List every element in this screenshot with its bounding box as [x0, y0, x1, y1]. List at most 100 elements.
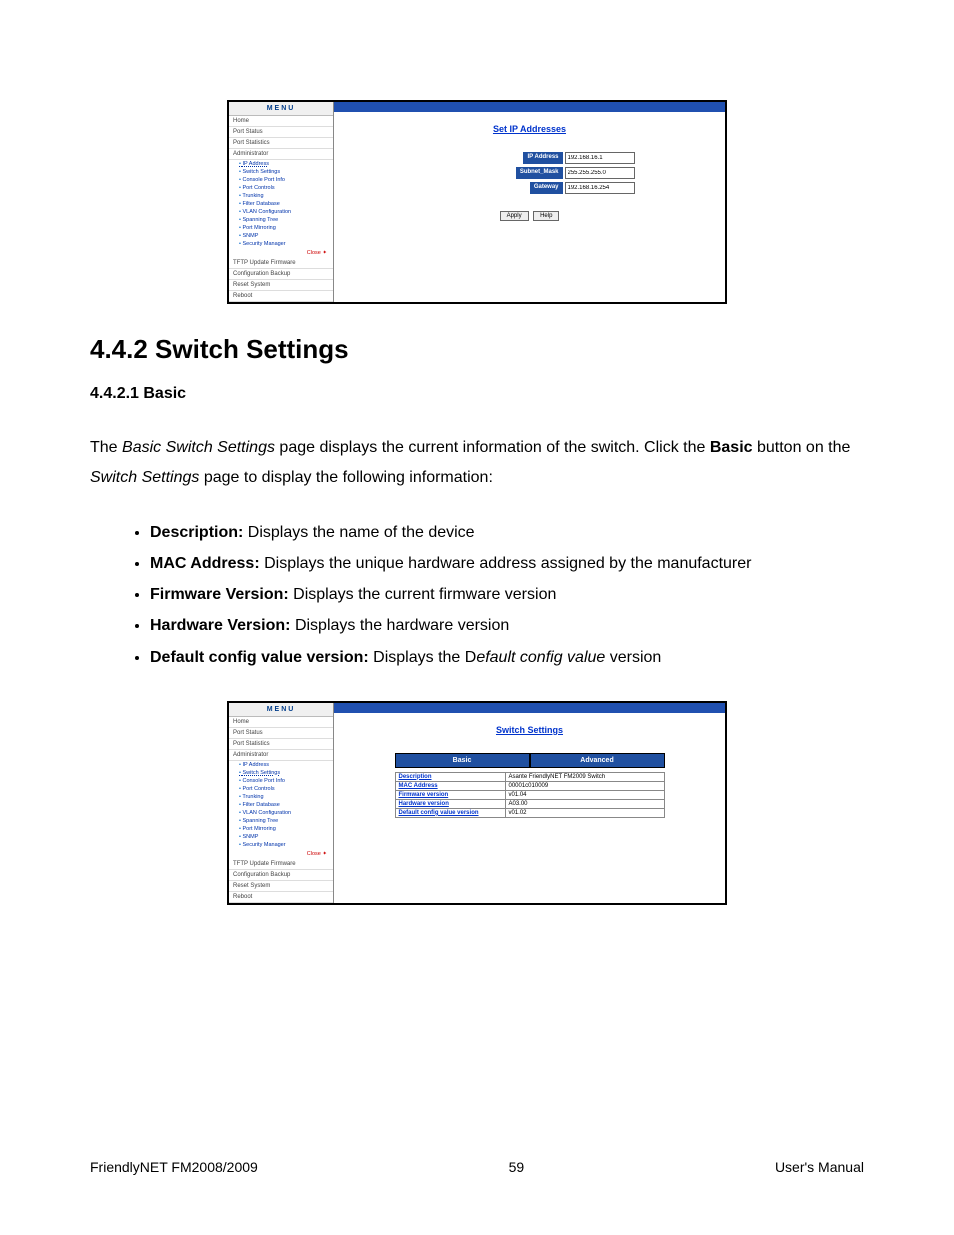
tab-basic[interactable]: Basic — [395, 753, 530, 768]
list-item: Default config value version: Displays t… — [150, 644, 864, 671]
subsection-heading: 4.4.2.1 Basic — [90, 385, 864, 403]
apply-button[interactable]: Apply — [500, 211, 529, 221]
footer-page-number: 59 — [509, 1159, 525, 1175]
menu-title: MENU — [229, 703, 333, 717]
menu-sub-item[interactable]: Filter Database — [229, 801, 333, 809]
menu-sub-item[interactable]: Port Controls — [229, 184, 333, 192]
list-item: Description: Displays the name of the de… — [150, 519, 864, 546]
menu-item[interactable]: Configuration Backup — [229, 870, 333, 881]
text-italic: Switch Settings — [90, 469, 199, 486]
info-key: Default config value version — [395, 808, 505, 817]
menu-sub-item[interactable]: Port Mirroring — [229, 224, 333, 232]
header-bar — [334, 703, 725, 713]
form-label: IP Address — [523, 152, 562, 164]
content-panel: Switch Settings Basic Advanced Descripti… — [334, 703, 725, 903]
menu-panel: MENU HomePort StatusPort StatisticsAdmin… — [229, 102, 334, 302]
menu-sub-item[interactable]: IP Address — [229, 160, 333, 168]
table-row: Firmware versionv01.04 — [395, 790, 664, 799]
form-label: Subnet_Mask — [516, 167, 563, 179]
text: The — [90, 439, 122, 456]
menu-sub-item[interactable]: VLAN Configuration — [229, 809, 333, 817]
menu-item[interactable]: Home — [229, 116, 333, 127]
menu-sub-item[interactable]: VLAN Configuration — [229, 208, 333, 216]
tab-advanced[interactable]: Advanced — [530, 753, 665, 768]
table-row: DescriptionAsante FriendlyNET FM2009 Swi… — [395, 772, 664, 781]
footer-left: FriendlyNET FM2008/2009 — [90, 1159, 258, 1175]
info-value: A03.00 — [505, 799, 664, 808]
text-italic: Basic Switch Settings — [122, 439, 275, 456]
menu-sub-item[interactable]: Port Controls — [229, 785, 333, 793]
panel-title: Set IP Addresses — [334, 124, 725, 134]
menu-item[interactable]: Port Status — [229, 728, 333, 739]
info-value: v01.02 — [505, 808, 664, 817]
list-item: Hardware Version: Displays the hardware … — [150, 612, 864, 639]
menu-item[interactable]: TFTP Update Firmware — [229, 258, 333, 269]
menu-item[interactable]: Reboot — [229, 291, 333, 302]
list-item: MAC Address: Displays the unique hardwar… — [150, 550, 864, 577]
text: Displays the current firmware version — [289, 586, 557, 603]
text: Displays the name of the device — [243, 524, 474, 541]
form-buttons: Apply Help — [334, 204, 725, 222]
menu-sub-item[interactable]: SNMP — [229, 232, 333, 240]
menu-item[interactable]: Reset System — [229, 881, 333, 892]
menu-item[interactable]: Administrator — [229, 149, 333, 160]
content-panel: Set IP Addresses IP Address Subnet_Mask Ga… — [334, 102, 725, 302]
info-value: Asante FriendlyNET FM2009 Switch — [505, 772, 664, 781]
text-bold: MAC Address: — [150, 555, 260, 572]
tabs-row: Basic Advanced — [395, 753, 665, 768]
menu-panel: MENU HomePort StatusPort StatisticsAdmin… — [229, 703, 334, 903]
text-bold: Default config value version: — [150, 649, 369, 666]
menu-item[interactable]: TFTP Update Firmware — [229, 859, 333, 870]
menu-sub-item[interactable]: Spanning Tree — [229, 216, 333, 224]
menu-sub-item[interactable]: Spanning Tree — [229, 817, 333, 825]
menu-item[interactable]: Port Statistics — [229, 739, 333, 750]
menu-sub-item[interactable]: Security Manager — [229, 240, 333, 248]
form-row: Gateway — [425, 182, 635, 194]
text: Displays the hardware version — [291, 617, 510, 634]
menu-close[interactable]: Close ✦ — [229, 248, 333, 258]
menu-sub-item[interactable]: Switch Settings — [229, 168, 333, 176]
menu-sub-item[interactable]: Security Manager — [229, 841, 333, 849]
help-button[interactable]: Help — [533, 211, 559, 221]
menu-sub-item[interactable]: Console Port Info — [229, 176, 333, 184]
table-row: MAC Address00001c010009 — [395, 781, 664, 790]
info-table: DescriptionAsante FriendlyNET FM2009 Swi… — [395, 772, 665, 818]
menu-sub-item[interactable]: Trunking — [229, 192, 333, 200]
menu-item[interactable]: Reboot — [229, 892, 333, 903]
form-label: Gateway — [530, 182, 563, 194]
text: Displays the D — [369, 649, 477, 666]
menu-item[interactable]: Port Statistics — [229, 138, 333, 149]
info-key: Description — [395, 772, 505, 781]
menu-item[interactable]: Home — [229, 717, 333, 728]
menu-item[interactable]: Port Status — [229, 127, 333, 138]
menu-item[interactable]: Configuration Backup — [229, 269, 333, 280]
list-item: Firmware Version: Displays the current f… — [150, 581, 864, 608]
info-value: 00001c010009 — [505, 781, 664, 790]
menu-sub-item[interactable]: SNMP — [229, 833, 333, 841]
menu-sub-item[interactable]: IP Address — [229, 761, 333, 769]
text: page displays the current information of… — [275, 439, 710, 456]
menu-close[interactable]: Close ✦ — [229, 849, 333, 859]
info-key: Hardware version — [395, 799, 505, 808]
section-heading: 4.4.2 Switch Settings — [90, 334, 864, 365]
footer-right: User's Manual — [775, 1159, 864, 1175]
text-bold: Hardware Version: — [150, 617, 291, 634]
form-row: IP Address — [425, 152, 635, 164]
form-input[interactable] — [565, 182, 635, 194]
header-bar — [334, 102, 725, 112]
menu-sub-item[interactable]: Switch Settings — [229, 769, 333, 777]
menu-sub-item[interactable]: Filter Database — [229, 200, 333, 208]
table-row: Default config value versionv01.02 — [395, 808, 664, 817]
form-input[interactable] — [565, 152, 635, 164]
screenshot-switch-settings: MENU HomePort StatusPort StatisticsAdmin… — [227, 701, 727, 905]
bullet-list: Description: Displays the name of the de… — [130, 519, 864, 671]
menu-sub-item[interactable]: Port Mirroring — [229, 825, 333, 833]
menu-item[interactable]: Administrator — [229, 750, 333, 761]
screenshot-set-ip: MENU HomePort StatusPort StatisticsAdmin… — [227, 100, 727, 304]
text: version — [605, 649, 661, 666]
form-input[interactable] — [565, 167, 635, 179]
menu-item[interactable]: Reset System — [229, 280, 333, 291]
menu-sub-item[interactable]: Console Port Info — [229, 777, 333, 785]
text: Displays the unique hardware address ass… — [260, 555, 752, 572]
menu-sub-item[interactable]: Trunking — [229, 793, 333, 801]
